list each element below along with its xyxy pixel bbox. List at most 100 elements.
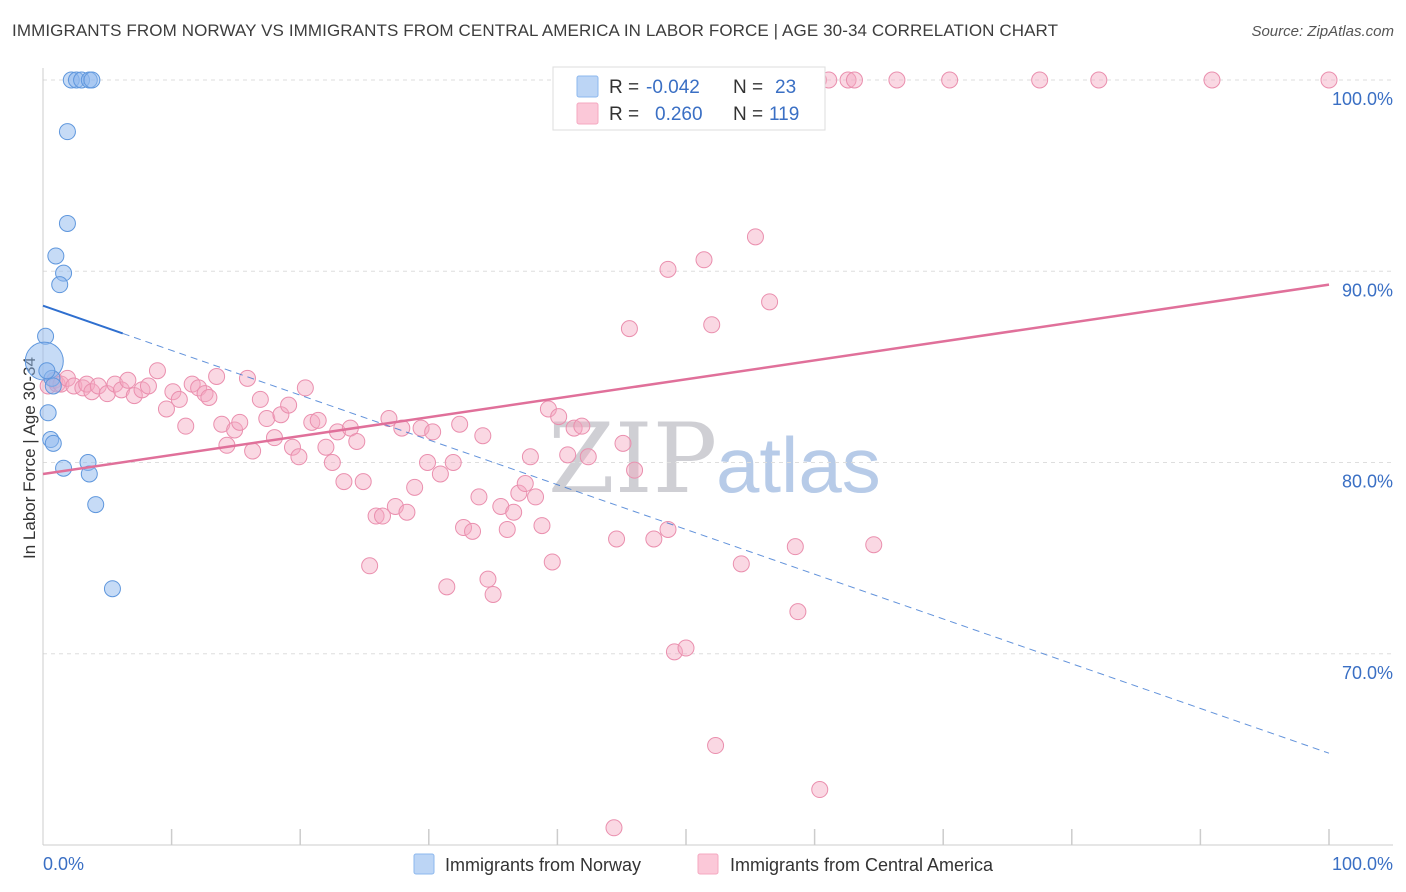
central-america-point xyxy=(283,438,301,456)
norway-point xyxy=(38,362,56,380)
central-america-point xyxy=(1031,71,1049,89)
central-america-trend-line xyxy=(42,283,1330,476)
central-america-point xyxy=(148,362,166,380)
central-america-point xyxy=(559,446,577,464)
central-america-point xyxy=(510,484,528,502)
central-america-point xyxy=(505,503,523,521)
norway-point xyxy=(83,71,101,89)
central-america-point xyxy=(1320,71,1338,89)
central-america-point xyxy=(177,417,195,435)
central-america-point xyxy=(707,737,725,755)
norway-r-label: R = xyxy=(609,77,639,98)
norway-point xyxy=(44,377,62,395)
central-america-point xyxy=(361,557,379,575)
x-ticks xyxy=(170,829,1330,845)
central-america-point xyxy=(608,530,626,548)
legend-norway-label: Immigrants from Norway xyxy=(445,855,641,875)
central-america-point xyxy=(238,369,256,387)
central-america-point xyxy=(1203,71,1221,89)
chart-title: IMMIGRANTS FROM NORWAY VS IMMIGRANTS FRO… xyxy=(12,21,1059,40)
central-america-point xyxy=(786,538,804,556)
central-america-r-label: R = xyxy=(609,104,639,125)
central-america-point xyxy=(474,427,492,445)
central-america-point xyxy=(119,371,137,389)
norway-point xyxy=(44,434,62,452)
y-axis-label: In Labor Force | Age 30-34 xyxy=(20,357,39,559)
central-america-point xyxy=(811,781,829,799)
norway-point xyxy=(87,496,105,514)
central-america-point xyxy=(659,520,677,538)
norway-point xyxy=(47,247,65,265)
y-tick-labels: 70.0% 80.0% 90.0% 100.0% xyxy=(1332,89,1393,683)
central-america-point xyxy=(1090,71,1108,89)
axes xyxy=(42,68,1393,846)
central-america-point xyxy=(303,413,321,431)
central-america-point xyxy=(521,448,539,466)
central-america-point xyxy=(208,367,226,385)
central-america-point xyxy=(348,432,366,450)
central-america-point xyxy=(620,320,638,338)
central-america-point xyxy=(438,578,456,596)
central-america-point xyxy=(516,475,534,493)
stats-box: R = -0.042 N = 23 R = 0.260 N = 119 xyxy=(552,66,826,131)
central-america-point xyxy=(354,473,372,491)
central-america-point xyxy=(888,71,906,89)
central-america-point xyxy=(280,396,298,414)
central-america-point xyxy=(865,536,883,554)
central-america-point xyxy=(839,71,857,89)
norway-point xyxy=(51,276,69,294)
central-america-point xyxy=(157,400,175,418)
y-tick-label: 70.0% xyxy=(1342,663,1393,683)
central-america-point xyxy=(455,519,473,537)
central-america-point xyxy=(732,555,750,573)
central-america-point xyxy=(498,520,516,538)
central-america-n-value: 119 xyxy=(769,104,799,125)
source-credit: Source: ZipAtlas.com xyxy=(1251,23,1394,40)
central-america-point xyxy=(406,478,424,496)
central-america-point xyxy=(244,442,262,460)
central-america-point xyxy=(431,465,449,483)
central-america-point xyxy=(419,454,437,471)
central-america-point xyxy=(527,488,545,506)
norway-n-label: N = xyxy=(733,77,763,98)
central-america-point xyxy=(605,819,623,837)
central-america-point xyxy=(579,448,597,466)
central-america-points xyxy=(39,71,1338,837)
central-america-point xyxy=(626,461,644,479)
x-tick-label-min: 0.0% xyxy=(43,854,84,874)
central-america-swatch xyxy=(576,102,599,125)
norway-trend-extension xyxy=(122,332,1330,754)
central-america-point xyxy=(703,316,721,334)
central-america-point xyxy=(106,375,124,393)
legend-norway-swatch xyxy=(413,853,435,875)
watermark-zip: ZIP xyxy=(548,403,717,515)
central-america-point xyxy=(845,71,863,89)
central-america-point xyxy=(746,228,764,246)
norway-trend-line xyxy=(42,304,124,335)
central-america-point xyxy=(258,410,276,428)
central-america-point xyxy=(444,454,462,471)
grid-lines xyxy=(43,79,1393,655)
central-america-r-value: 0.260 xyxy=(655,104,703,125)
norway-point xyxy=(58,214,76,232)
central-america-point xyxy=(231,413,249,431)
central-america-point xyxy=(677,639,695,657)
central-america-point xyxy=(659,260,677,278)
central-america-point xyxy=(484,585,502,603)
central-america-point xyxy=(573,417,591,435)
central-america-point xyxy=(533,517,551,535)
central-america-point xyxy=(200,388,218,406)
norway-point xyxy=(39,404,57,422)
legend: Immigrants from Norway Immigrants from C… xyxy=(413,853,994,875)
legend-central-america-label: Immigrants from Central America xyxy=(730,855,994,875)
central-america-point xyxy=(789,603,807,621)
norway-point xyxy=(58,123,76,141)
central-america-point xyxy=(451,415,469,433)
central-america-point xyxy=(695,251,713,269)
norway-points xyxy=(24,71,121,598)
central-america-point xyxy=(251,390,269,408)
norway-n-value: 23 xyxy=(775,77,796,98)
central-america-point xyxy=(761,293,779,311)
norway-point xyxy=(55,459,73,477)
